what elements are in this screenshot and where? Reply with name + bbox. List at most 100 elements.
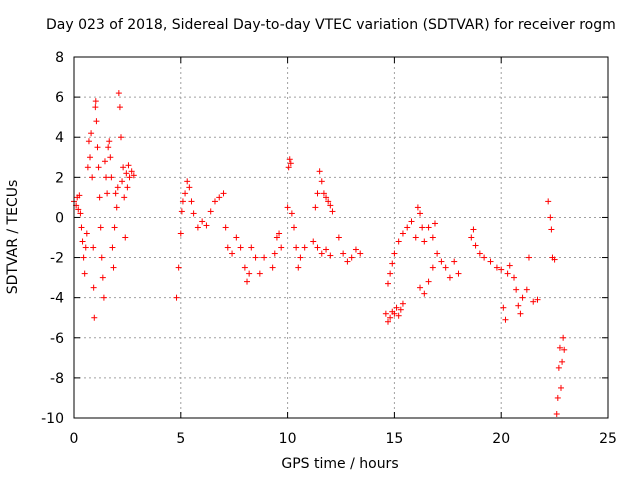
data-point	[104, 190, 111, 197]
data-point	[515, 302, 522, 309]
data-point	[120, 164, 127, 171]
data-point	[84, 164, 91, 171]
data-point	[89, 174, 96, 181]
data-point	[105, 144, 112, 151]
data-point	[451, 258, 458, 265]
x-tick-label: 0	[70, 431, 79, 447]
data-point	[79, 238, 86, 245]
data-point	[94, 144, 101, 151]
data-point	[412, 234, 419, 241]
data-point	[357, 250, 364, 257]
data-point	[229, 250, 236, 257]
data-point	[344, 258, 351, 265]
data-point	[220, 190, 227, 197]
data-point	[408, 218, 415, 225]
data-point	[126, 174, 133, 181]
data-point	[119, 178, 126, 185]
data-point	[551, 256, 558, 263]
data-point	[90, 284, 97, 291]
data-point	[93, 118, 100, 125]
y-tick-label: -2	[50, 251, 64, 267]
data-point	[178, 208, 185, 215]
data-point	[384, 318, 391, 325]
data-point	[287, 160, 294, 167]
data-point	[301, 244, 308, 251]
data-point	[88, 130, 95, 137]
data-point	[90, 244, 97, 251]
data-point	[327, 202, 334, 209]
data-point	[391, 250, 398, 257]
data-point	[553, 410, 560, 417]
data-point	[80, 254, 87, 261]
data-point	[233, 234, 240, 241]
data-point	[523, 286, 530, 293]
data-point	[446, 274, 453, 281]
data-point	[429, 264, 436, 271]
data-point	[421, 290, 428, 297]
data-point	[291, 224, 298, 231]
data-point	[95, 164, 102, 171]
x-tick-label: 10	[279, 431, 297, 447]
data-point	[100, 294, 107, 301]
data-point	[81, 270, 88, 277]
data-point	[318, 250, 325, 257]
data-point	[504, 270, 511, 277]
data-point	[122, 234, 129, 241]
data-point	[112, 190, 119, 197]
data-point	[312, 204, 319, 211]
x-tick-label: 20	[492, 431, 510, 447]
data-point	[194, 224, 201, 231]
data-point	[318, 178, 325, 185]
data-point	[85, 138, 92, 145]
data-point	[487, 258, 494, 265]
data-point	[207, 208, 214, 215]
data-point	[525, 254, 532, 261]
data-point	[323, 194, 330, 201]
data-point	[252, 254, 259, 261]
data-point	[417, 210, 424, 217]
data-point	[425, 224, 432, 231]
data-point	[130, 172, 137, 179]
data-point	[327, 252, 334, 259]
data-point	[470, 226, 477, 233]
x-tick-label: 5	[176, 431, 185, 447]
data-point	[87, 154, 94, 161]
data-point	[545, 198, 552, 205]
data-point	[547, 214, 554, 221]
data-point	[335, 234, 342, 241]
data-point	[113, 204, 120, 211]
data-point	[316, 168, 323, 175]
data-point	[261, 254, 268, 261]
data-point	[434, 250, 441, 257]
data-point	[419, 224, 426, 231]
x-tick-label: 15	[385, 431, 403, 447]
data-point	[429, 234, 436, 241]
x-tick-label: 25	[599, 431, 617, 447]
data-point	[188, 198, 195, 205]
data-point	[558, 384, 565, 391]
data-point	[325, 198, 332, 205]
y-tick-label: -6	[50, 331, 64, 347]
y-tick-label: -8	[50, 371, 64, 387]
data-point	[288, 210, 295, 217]
data-point	[395, 312, 402, 319]
y-tick-label: 2	[55, 170, 64, 186]
data-point	[561, 346, 568, 353]
data-point	[77, 210, 84, 217]
data-point	[108, 174, 115, 181]
data-point	[123, 170, 130, 177]
y-tick-label: 8	[55, 50, 64, 66]
data-point	[211, 198, 218, 205]
data-point	[481, 254, 488, 261]
data-point	[110, 264, 117, 271]
data-point	[502, 316, 509, 323]
data-point	[519, 294, 526, 301]
data-point	[384, 280, 391, 287]
data-point	[107, 154, 114, 161]
y-tick-label: 0	[55, 210, 64, 226]
data-point	[314, 244, 321, 251]
data-point	[548, 226, 555, 233]
data-point	[404, 224, 411, 231]
data-point	[199, 218, 206, 225]
y-tick-label: -4	[50, 291, 64, 307]
